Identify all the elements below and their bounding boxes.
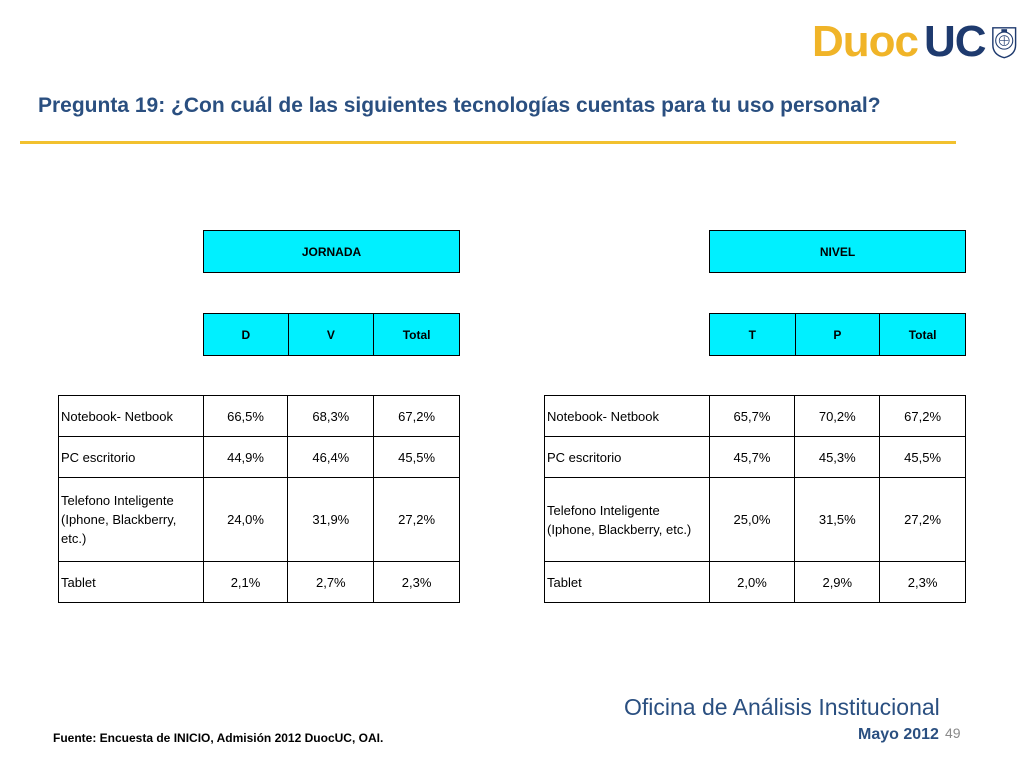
- nivel-col-p: P: [794, 313, 881, 356]
- cell-value: 2,3%: [373, 561, 460, 603]
- cell-value: 44,9%: [202, 436, 289, 478]
- cell-value: 2,0%: [708, 561, 796, 603]
- jornada-data-table: Notebook- Netbook 66,5% 68,3% 67,2% PC e…: [58, 395, 460, 603]
- table-row: Telefono Inteligente (Iphone, Blackberry…: [544, 477, 966, 562]
- slide-title: Pregunta 19: ¿Con cuál de las siguientes…: [38, 94, 881, 117]
- cell-value: 27,2%: [879, 477, 966, 562]
- cell-value: 24,0%: [202, 477, 289, 562]
- cell-value: 68,3%: [287, 395, 375, 437]
- row-label: PC escritorio: [544, 436, 710, 478]
- cell-value: 27,2%: [373, 477, 460, 562]
- cell-value: 2,9%: [794, 561, 881, 603]
- cell-value: 46,4%: [287, 436, 375, 478]
- logo-wordmark-uc: UC: [924, 17, 987, 66]
- cell-value: 66,5%: [202, 395, 289, 437]
- row-label: Tablet: [544, 561, 710, 603]
- row-label: Tablet: [58, 561, 204, 603]
- nivel-data-table: Notebook- Netbook 65,7% 70,2% 67,2% PC e…: [544, 395, 966, 603]
- nivel-group-header: NIVEL: [709, 230, 966, 273]
- table-row: Notebook- Netbook 66,5% 68,3% 67,2%: [58, 395, 460, 437]
- cell-value: 2,1%: [202, 561, 289, 603]
- cell-value: 45,5%: [373, 436, 460, 478]
- cell-value: 31,5%: [794, 477, 881, 562]
- table-row: Notebook- Netbook 65,7% 70,2% 67,2%: [544, 395, 966, 437]
- cell-value: 31,9%: [287, 477, 375, 562]
- row-label: PC escritorio: [58, 436, 204, 478]
- jornada-col-total: Total: [373, 313, 460, 356]
- table-row: Telefono Inteligente (Iphone, Blackberry…: [58, 477, 460, 562]
- source-note: Fuente: Encuesta de INICIO, Admisión 201…: [53, 731, 384, 745]
- table-row: PC escritorio 45,7% 45,3% 45,5%: [544, 436, 966, 478]
- row-label: Notebook- Netbook: [58, 395, 204, 437]
- jornada-column-headers: D V Total: [203, 313, 460, 356]
- report-date: Mayo 2012: [858, 726, 939, 743]
- cell-value: 45,7%: [708, 436, 796, 478]
- nivel-header-cell: NIVEL: [709, 230, 966, 273]
- cell-value: 45,5%: [879, 436, 966, 478]
- cell-value: 65,7%: [708, 395, 796, 437]
- table-row: Tablet 2,1% 2,7% 2,3%: [58, 561, 460, 603]
- cell-value: 25,0%: [708, 477, 796, 562]
- cell-value: 2,7%: [287, 561, 375, 603]
- page-number: 49: [945, 725, 961, 741]
- cell-value: 2,3%: [879, 561, 966, 603]
- table-row: Tablet 2,0% 2,9% 2,3%: [544, 561, 966, 603]
- nivel-column-headers: T P Total: [709, 313, 966, 356]
- university-seal-icon: [991, 27, 1016, 59]
- cell-value: 67,2%: [879, 395, 966, 437]
- cell-value: 70,2%: [794, 395, 881, 437]
- cell-value: 67,2%: [373, 395, 460, 437]
- jornada-col-v: V: [287, 313, 375, 356]
- duocuc-logo: Duoc UC: [812, 14, 1018, 70]
- logo-wordmark-duoc: Duoc: [812, 17, 919, 66]
- row-label: Telefono Inteligente (Iphone, Blackberry…: [544, 477, 710, 562]
- jornada-col-d: D: [203, 313, 289, 356]
- nivel-col-total: Total: [879, 313, 966, 356]
- jornada-group-header: JORNADA: [203, 230, 460, 273]
- office-name: Oficina de Análisis Institucional: [624, 694, 940, 720]
- cell-value: 45,3%: [794, 436, 881, 478]
- table-row: PC escritorio 44,9% 46,4% 45,5%: [58, 436, 460, 478]
- nivel-col-t: T: [709, 313, 796, 356]
- title-divider: [20, 141, 956, 144]
- row-label: Telefono Inteligente (Iphone, Blackberry…: [58, 477, 204, 562]
- jornada-header-cell: JORNADA: [203, 230, 460, 273]
- row-label: Notebook- Netbook: [544, 395, 710, 437]
